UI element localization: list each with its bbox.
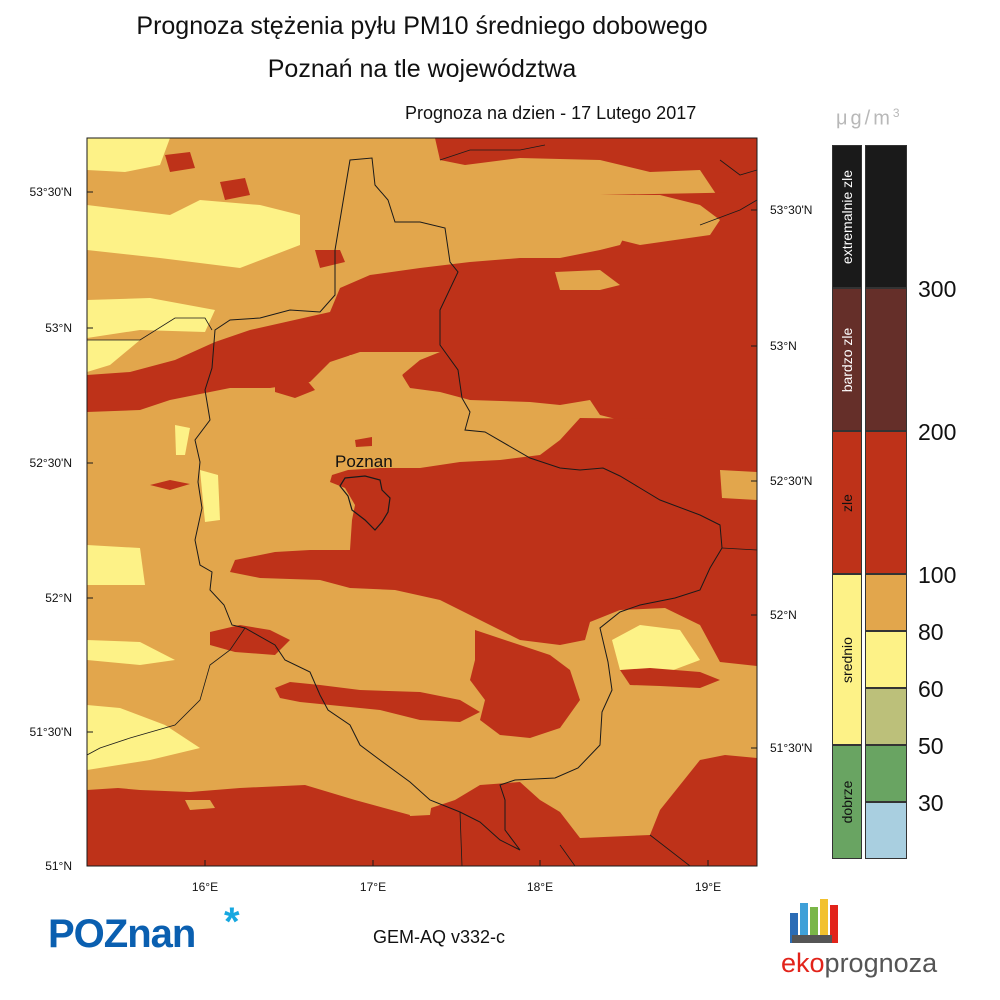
lon-label: 18°E: [526, 880, 554, 894]
ekoprognoza-logo-icon: [790, 899, 838, 943]
legend-category-srednio: srednio: [832, 574, 862, 745]
poznan-logo: POZnan *: [48, 900, 240, 957]
lon-label: 17°E: [359, 880, 387, 894]
unit-exponent: 3: [892, 106, 903, 120]
legend-tick: 80: [918, 619, 944, 645]
lon-label: 16°E: [191, 880, 219, 894]
unit-text: μg/m: [836, 107, 893, 130]
poznan-logo-star-icon: *: [224, 900, 240, 944]
lat-label-left: 52°30'N: [29, 456, 72, 470]
voivodeship-border: [87, 144, 757, 866]
legend-swatch-over-300: [865, 145, 907, 288]
legend-tick: 300: [918, 276, 957, 302]
lat-label-left: 51°30'N: [29, 725, 72, 739]
legend-tick: 60: [918, 676, 944, 702]
lat-label-right: 53°N: [770, 339, 797, 353]
legend-category-label: dobrze: [839, 780, 855, 824]
legend-swatch-80-100: [865, 574, 907, 631]
legend-swatch-30-50: [865, 745, 907, 802]
lat-label-right: 51°30'N: [770, 741, 813, 755]
legend-swatch-100-200: [865, 431, 907, 574]
unit-label: μg/m3: [836, 106, 903, 131]
page-subtitle: Poznań na tle województwa: [267, 55, 577, 83]
lat-label-left: 53°30'N: [29, 185, 72, 199]
legend-swatch-200-300: [865, 288, 907, 431]
forecast-date: Prognoza na dzien - 17 Lutego 2017: [405, 103, 697, 123]
lat-label-left: 51°N: [45, 859, 72, 873]
ekoprognoza-logo-text: ekoprognoza: [781, 948, 937, 979]
legend-category-zle: zle: [832, 431, 862, 574]
pm10-islands-80-100: [185, 195, 757, 816]
legend-swatch-50-60: [865, 688, 907, 745]
legend-category-dobrze: dobrze: [832, 745, 862, 859]
lat-label-left: 52°N: [45, 591, 72, 605]
ekoprognoza-logo-part1: eko: [781, 948, 825, 978]
legend-swatch-60-80: [865, 631, 907, 688]
ekoprognoza-logo-part2: prognoza: [824, 948, 938, 978]
lat-label-right: 52°N: [770, 608, 797, 622]
poznan-logo-text: POZnan: [48, 912, 196, 956]
legend-tick: 200: [918, 419, 957, 445]
legend-tick: 50: [918, 733, 944, 759]
legend-category-label: extremalnie zle: [839, 169, 855, 264]
lat-label-right: 52°30'N: [770, 474, 813, 488]
model-label: GEM-AQ v332-c: [373, 927, 506, 947]
legend-category-label: srednio: [839, 636, 855, 683]
lat-label-left: 53°N: [45, 321, 72, 335]
legend-category-bardzo-zle: bardzo zle: [832, 288, 862, 431]
lon-label: 19°E: [694, 880, 722, 894]
pm10-zones-100-200: [87, 138, 757, 866]
lat-label-right: 53°30'N: [770, 203, 813, 217]
map-frame: [86, 137, 758, 867]
pm10-zones-60-80: [87, 138, 700, 770]
page-title: Prognoza stężenia pyłu PM10 średniego do…: [136, 12, 708, 40]
city-label: Poznan: [335, 452, 393, 471]
legend-category-label: bardzo zle: [839, 327, 855, 392]
legend-category-label: zle: [839, 493, 855, 512]
legend-tick: 30: [918, 790, 944, 816]
legend-category-extreme: extremalnie zle: [832, 145, 862, 288]
legend-tick: 100: [918, 562, 957, 588]
legend-swatch-under-30: [865, 802, 907, 859]
axis-ticks: [87, 191, 757, 866]
